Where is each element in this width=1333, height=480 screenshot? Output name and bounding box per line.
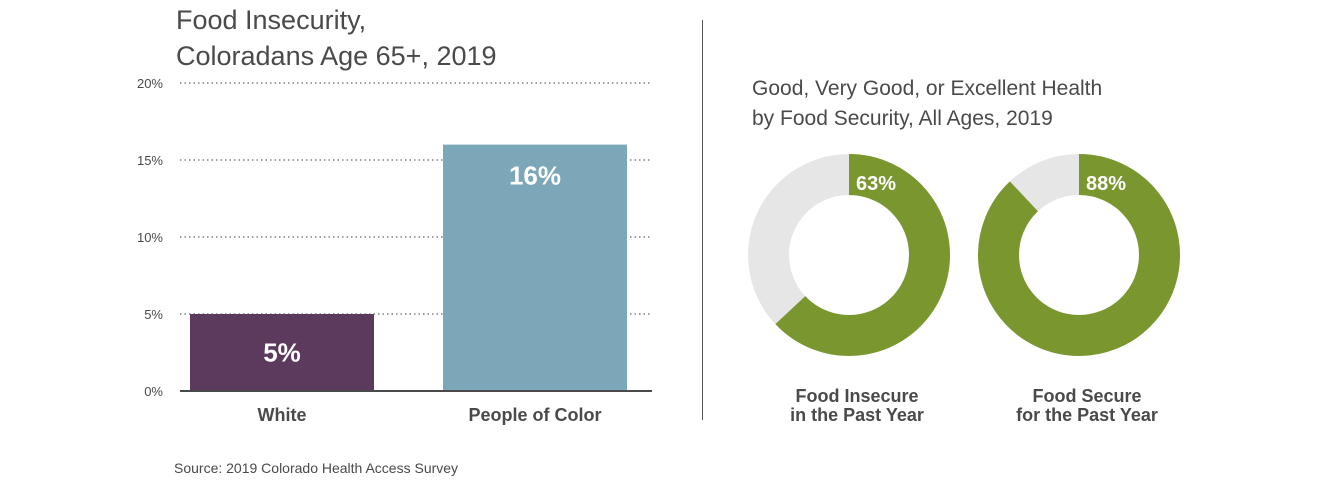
x-category-label: People of Color — [468, 405, 601, 425]
bar-chart-title-line-2: Coloradans Age 65+, 2019 — [176, 41, 497, 71]
y-tick-label: 20% — [137, 76, 163, 91]
donut-caption: for the Past Year — [1016, 405, 1158, 425]
donut-value-label: 88% — [1086, 173, 1126, 195]
donut-value-arc — [978, 154, 1180, 356]
y-tick-label: 10% — [137, 230, 163, 245]
source-note: Source: 2019 Colorado Health Access Surv… — [174, 460, 459, 476]
y-tick-label: 15% — [137, 153, 163, 168]
panel-divider — [702, 20, 703, 420]
bar — [190, 314, 374, 391]
donut-value-label: 63% — [856, 173, 896, 195]
donut-chart-title-line-2: by Food Security, All Ages, 2019 — [752, 107, 1053, 130]
bar-chart-title: Food Insecurity, Coloradans Age 65+, 201… — [176, 2, 696, 74]
bar-chart-title-line-1: Food Insecurity, — [176, 5, 367, 35]
donut-caption: Food Secure — [1032, 386, 1141, 406]
bar — [443, 144, 627, 391]
y-tick-label: 5% — [144, 307, 163, 322]
donut-chart-title-line-1: Good, Very Good, or Excellent Health — [752, 77, 1103, 100]
donut-caption: in the Past Year — [790, 405, 924, 425]
donut-value-arc — [775, 154, 950, 356]
bar-chart: 0% 5% 10% 15% 20% 5% White 16% People of Color — [137, 76, 652, 425]
donut-caption: Food Insecure — [795, 386, 918, 406]
y-tick-label: 0% — [144, 384, 163, 399]
bar-value-label: 5% — [263, 338, 301, 368]
x-category-label: White — [258, 405, 307, 425]
bar-value-label: 16% — [509, 161, 561, 191]
donut-chart-title: Good, Very Good, or Excellent Health by … — [752, 74, 1212, 134]
